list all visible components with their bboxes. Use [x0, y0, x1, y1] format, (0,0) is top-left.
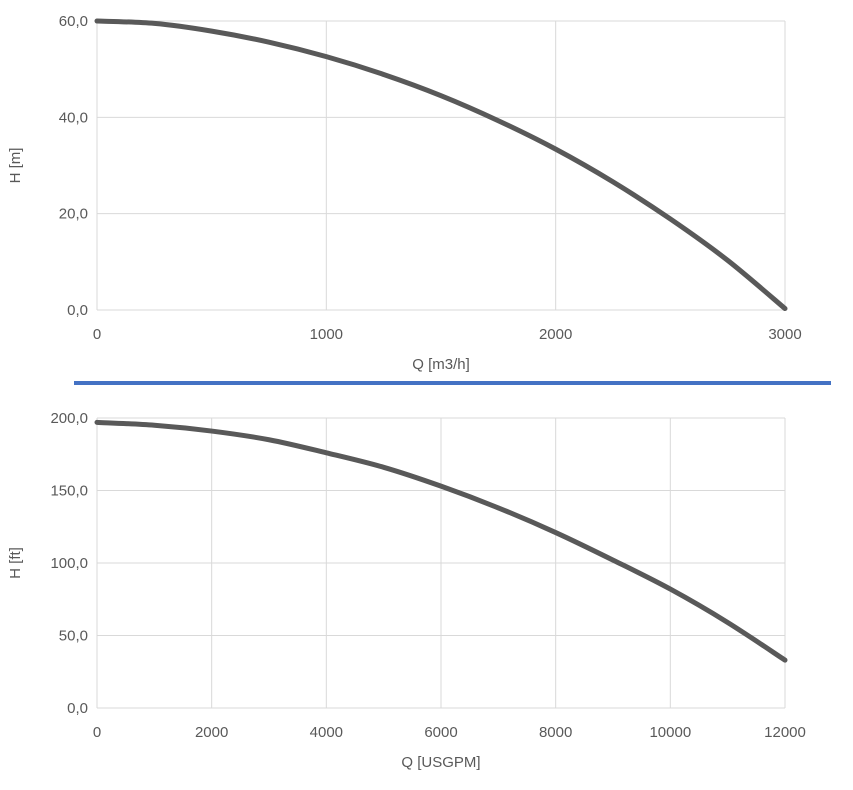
x-tick-label: 0 — [93, 724, 101, 741]
x-tick-label: 2000 — [539, 326, 572, 343]
head-metric-chart: 0 1000 2000 3000 0,0 20,0 40,0 60,0 Q [m3/h] H [m… — [7, 13, 802, 373]
x-tick-label: 0 — [93, 326, 101, 343]
head-imperial-chart: 0 2000 4000 6000 8000 10000 12000 0,0 50,0 100,0 1… — [7, 410, 806, 771]
head-curve-line — [94, 419, 788, 663]
y-axis-title: H [m] — [7, 148, 24, 184]
x-tick-label: 4000 — [310, 724, 343, 741]
x-axis-title: Q [USGPM] — [401, 754, 480, 771]
head-curve-line — [94, 18, 788, 312]
x-tick-label: 8000 — [539, 724, 572, 741]
x-tick-label: 2000 — [195, 724, 228, 741]
y-tick-label: 50,0 — [59, 628, 88, 645]
x-tick-label: 10000 — [649, 724, 691, 741]
x-tick-label: 3000 — [768, 326, 801, 343]
y-tick-label: 200,0 — [50, 410, 88, 427]
y-axis-title: H [ft] — [7, 547, 24, 579]
y-tick-label: 40,0 — [59, 109, 88, 126]
x-axis-title: Q [m3/h] — [412, 356, 470, 373]
y-tick-label: 0,0 — [67, 302, 88, 319]
y-tick-label: 150,0 — [50, 483, 88, 500]
x-tick-label: 1000 — [310, 326, 343, 343]
y-tick-label: 100,0 — [50, 555, 88, 572]
y-tick-label: 20,0 — [59, 206, 88, 223]
y-tick-label: 60,0 — [59, 13, 88, 30]
y-tick-label: 0,0 — [67, 700, 88, 717]
x-tick-label: 6000 — [424, 724, 457, 741]
x-tick-label: 12000 — [764, 724, 806, 741]
